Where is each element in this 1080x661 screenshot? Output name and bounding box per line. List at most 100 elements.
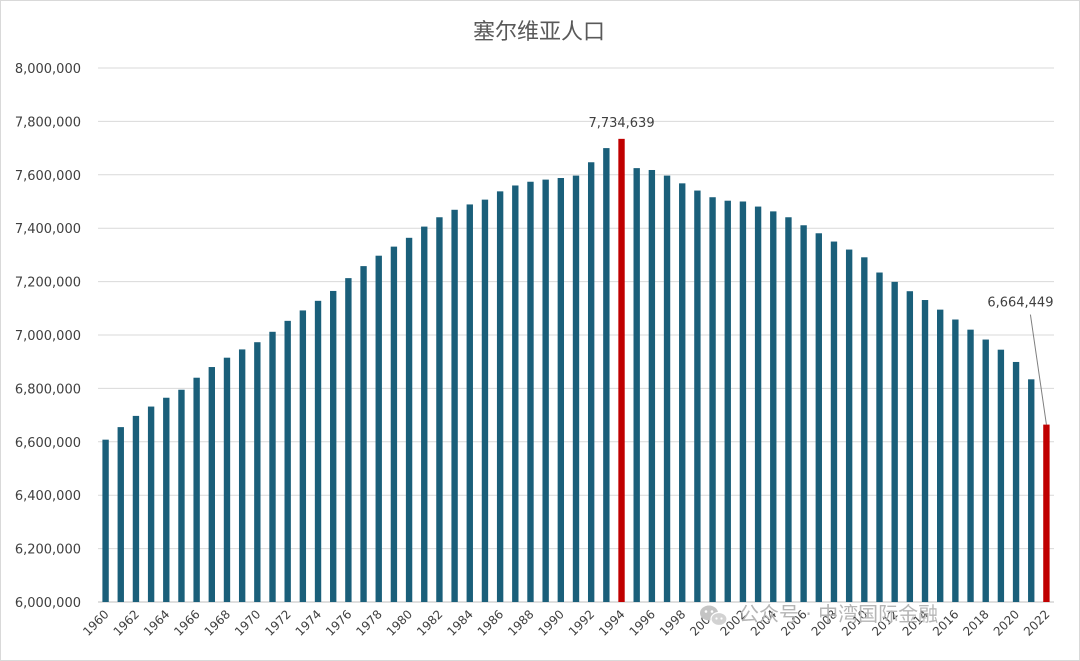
bar-1977	[360, 266, 367, 602]
x-tick-label: 2018	[960, 607, 991, 638]
bar-2016	[952, 319, 959, 602]
bar-2006	[800, 225, 807, 602]
bar-2003	[754, 206, 762, 602]
bar-1992	[587, 162, 595, 602]
bar-1974	[314, 300, 322, 602]
watermark-text: 公众号 · 中湾国际金融	[739, 602, 938, 626]
bar-1983	[451, 209, 458, 603]
x-tick-label: 1982	[414, 607, 445, 638]
x-tick-label: 1964	[141, 607, 172, 638]
x-tick-label: 1974	[293, 607, 324, 638]
bar-1999	[694, 190, 701, 603]
wechat-icon	[700, 605, 728, 627]
bar-1991	[572, 175, 580, 602]
bar-1987	[512, 185, 519, 603]
x-tick-label: 1970	[232, 607, 263, 638]
bar-2007	[815, 233, 822, 602]
bar-1980	[405, 237, 413, 602]
bar-1998	[679, 183, 686, 602]
bar-2011	[876, 272, 883, 602]
x-tick-label: 1960	[80, 607, 111, 638]
y-tick-label: 6,000,000	[15, 596, 81, 611]
bar-1993	[603, 148, 610, 602]
bar-2004	[770, 211, 777, 602]
x-tick-label: 1966	[171, 607, 202, 638]
bar-2014	[921, 300, 929, 602]
bar-1963	[147, 406, 155, 602]
bar-1988	[527, 181, 534, 602]
bar-1961	[117, 427, 124, 602]
leader-line	[1029, 314, 1047, 425]
x-tick-label: 1978	[353, 607, 384, 638]
bar-2001	[724, 200, 731, 602]
x-tick-label: 1994	[596, 607, 627, 638]
y-tick-label: 7,000,000	[15, 329, 81, 344]
y-tick-label: 7,200,000	[15, 276, 81, 291]
bar-1976	[345, 278, 352, 602]
x-tick-label: 1998	[657, 607, 688, 638]
bar-1982	[436, 217, 443, 603]
bar-1968	[223, 357, 231, 602]
x-tick-label: 2022	[1021, 607, 1052, 638]
x-tick-label: 2020	[991, 607, 1022, 638]
bar-2019	[997, 349, 1005, 602]
bar-1989	[542, 179, 549, 602]
bar-1996	[648, 169, 656, 602]
x-tick-label: 1968	[202, 607, 233, 638]
bar-1985	[481, 199, 489, 603]
bar-1986	[496, 191, 504, 602]
bar-1972	[284, 320, 291, 602]
bar-2002	[739, 201, 747, 602]
bar-2010	[861, 257, 868, 602]
bar-1965	[178, 389, 185, 602]
bar-1990	[557, 178, 565, 602]
bar-1960	[102, 439, 109, 602]
x-tick-label: 1986	[475, 607, 506, 638]
x-tick-label: 1972	[262, 607, 293, 638]
bar-1997	[663, 175, 671, 602]
chart-title: 塞尔维亚人口	[473, 20, 605, 45]
bar-1978	[375, 255, 382, 603]
y-tick-label: 7,400,000	[15, 222, 81, 237]
bar-1979	[390, 246, 398, 603]
bar-2018	[982, 339, 989, 602]
x-tick-label: 1962	[111, 607, 142, 638]
bar-1970	[254, 342, 261, 602]
bar-2021	[1028, 379, 1035, 602]
x-tick-label: 1992	[566, 607, 597, 638]
bar-1967	[208, 367, 215, 602]
bar-2020	[1012, 361, 1020, 602]
data-label-1994: 7,734,639	[588, 116, 654, 131]
bar-2005	[785, 217, 792, 603]
y-tick-label: 6,800,000	[15, 382, 81, 397]
y-tick-label: 6,200,000	[15, 543, 81, 558]
bar-1966	[193, 377, 200, 602]
x-tick-label: 1996	[626, 607, 657, 638]
bar-1975	[330, 290, 337, 602]
bar-2000	[709, 197, 716, 602]
x-tick-label: 1988	[505, 607, 536, 638]
bars	[102, 138, 1050, 603]
watermark: 公众号 · 中湾国际金融	[700, 602, 938, 627]
bar-1971	[269, 331, 276, 602]
y-tick-label: 7,600,000	[15, 169, 81, 184]
bar-1964	[163, 397, 170, 602]
y-axis-ticks: 6,000,000 6,200,000 6,400,000 6,600,000 6,80…	[15, 62, 81, 611]
x-tick-label: 1980	[384, 607, 415, 638]
bar-2013	[906, 291, 914, 602]
y-tick-label: 8,000,000	[15, 62, 81, 77]
bar-1973	[299, 310, 307, 602]
bar-1984	[466, 204, 473, 602]
bar-1962	[132, 415, 140, 602]
bar-1981	[421, 226, 428, 602]
bar-1994	[618, 138, 625, 602]
bar-2009	[845, 249, 853, 602]
x-tick-label: 1976	[323, 607, 354, 638]
bar-2012	[891, 281, 898, 602]
data-labels: 7,734,639 6,664,449	[588, 116, 1053, 425]
y-tick-label: 6,400,000	[15, 489, 81, 504]
bar-2022	[1043, 424, 1050, 602]
y-tick-label: 7,800,000	[15, 115, 81, 130]
